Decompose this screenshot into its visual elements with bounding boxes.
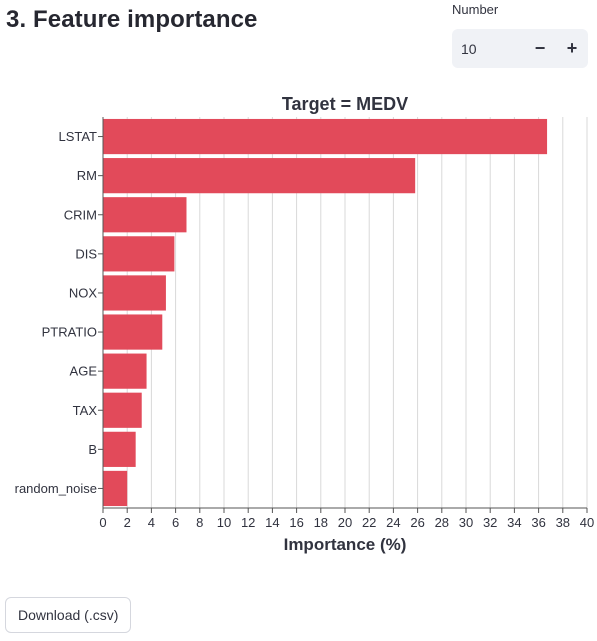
x-tick-label: 26 — [410, 515, 424, 530]
y-tick-label: LSTAT — [58, 129, 97, 144]
y-tick-label: AGE — [70, 364, 98, 379]
bar-age — [103, 353, 147, 389]
y-tick-label: B — [88, 442, 97, 457]
x-tick-label: 32 — [483, 515, 497, 530]
x-tick-label: 34 — [507, 515, 521, 530]
bar-random-noise — [103, 470, 128, 507]
x-tick-label: 2 — [124, 515, 131, 530]
number-input: 10 − + — [452, 29, 588, 68]
download-csv-button[interactable]: Download (.csv) — [5, 597, 132, 633]
bar-b — [103, 431, 136, 467]
x-tick-label: 30 — [459, 515, 473, 530]
x-tick-label: 6 — [172, 515, 179, 530]
chart-x-ticks: 0 2 4 6 8 10 12 14 16 18 20 22 24 26 28 30 32 34 36 38 40 — [99, 117, 594, 530]
y-tick-label: CRIM — [64, 207, 97, 222]
y-tick-label: PTRATIO — [42, 325, 97, 340]
feature-importance-chart: Target = MEDV LSTAT RM CRIM DIS NOX PTRATIO AG… — [15, 94, 595, 554]
bar-nox — [103, 275, 166, 311]
bar-ptratio — [103, 314, 163, 350]
x-tick-label: 22 — [362, 515, 376, 530]
x-tick-label: 10 — [217, 515, 231, 530]
x-tick-label: 12 — [241, 515, 255, 530]
x-tick-label: 4 — [148, 515, 155, 530]
section-title: 3. Feature importance — [6, 6, 258, 33]
y-tick-label: random_noise — [15, 481, 97, 496]
x-axis-label: Importance (%) — [284, 535, 407, 554]
number-input-field[interactable]: 10 — [461, 40, 477, 57]
chart-bars — [103, 118, 548, 507]
y-tick-label: TAX — [73, 403, 98, 418]
x-tick-label: 28 — [435, 515, 449, 530]
x-tick-label: 40 — [580, 515, 594, 530]
y-tick-label: RM — [77, 168, 97, 183]
x-tick-label: 14 — [265, 515, 279, 530]
x-tick-label: 16 — [289, 515, 303, 530]
y-tick-label: NOX — [69, 285, 98, 300]
x-tick-label: 0 — [99, 515, 106, 530]
bar-crim — [103, 197, 187, 233]
chart-title: Target = MEDV — [282, 94, 408, 114]
x-tick-label: 20 — [338, 515, 352, 530]
x-tick-label: 24 — [386, 515, 400, 530]
bar-lstat — [103, 118, 548, 155]
x-tick-label: 18 — [314, 515, 328, 530]
x-tick-label: 36 — [531, 515, 545, 530]
bar-dis — [103, 236, 175, 272]
bar-rm — [103, 158, 416, 194]
decrement-button[interactable]: − — [534, 38, 546, 58]
y-tick-label: DIS — [75, 246, 97, 261]
number-input-label: Number — [452, 2, 499, 17]
bar-tax — [103, 392, 142, 428]
x-tick-label: 38 — [556, 515, 570, 530]
x-tick-label: 8 — [196, 515, 203, 530]
increment-button[interactable]: + — [566, 38, 578, 58]
chart-y-labels: LSTAT RM CRIM DIS NOX PTRATIO AGE TAX Brandom_no… — [15, 129, 103, 496]
